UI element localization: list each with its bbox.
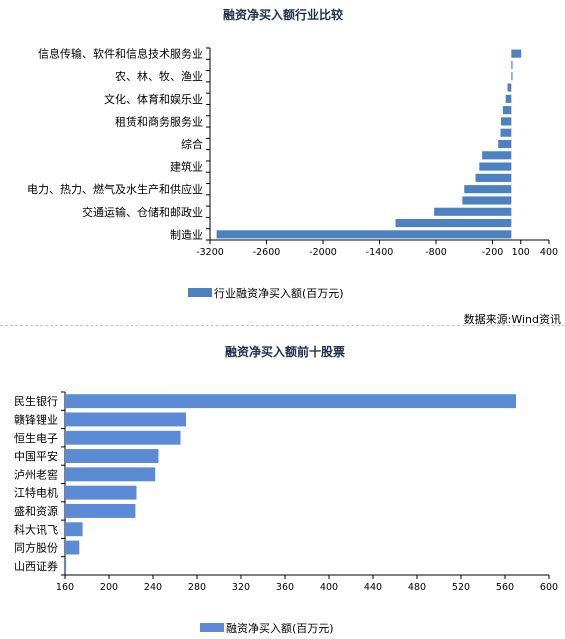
legend-swatch bbox=[200, 623, 224, 632]
x-tick-label: -800 bbox=[425, 247, 447, 258]
legend-label: 融资净买入额(百万元) bbox=[226, 621, 334, 635]
bar bbox=[462, 196, 512, 205]
x-tick-label: 160 bbox=[56, 582, 74, 593]
bar bbox=[65, 540, 80, 555]
bar bbox=[475, 173, 512, 182]
category-label: 中国平安 bbox=[14, 449, 58, 463]
category-label: 赣锋锂业 bbox=[14, 412, 58, 426]
bar bbox=[511, 60, 513, 70]
category-label: 交通运输、仓储和邮政业 bbox=[82, 205, 203, 219]
source-note: 数据来源:Wind资讯 bbox=[464, 312, 561, 326]
category-label: 租赁和商务服务业 bbox=[115, 114, 203, 128]
x-tick-label: -200 bbox=[482, 247, 504, 258]
category-label: 同方股份 bbox=[14, 541, 58, 555]
x-tick-label: 400 bbox=[320, 582, 338, 593]
x-tick-label: -3200 bbox=[196, 247, 224, 258]
bar bbox=[65, 522, 83, 537]
bar bbox=[502, 106, 512, 115]
category-label: 山西证券 bbox=[14, 559, 58, 573]
bar bbox=[65, 485, 137, 500]
category-label: 制造业 bbox=[170, 227, 203, 241]
legend-label: 行业融资净买入额(百万元) bbox=[214, 286, 344, 300]
chart-divider bbox=[0, 325, 565, 326]
bar bbox=[507, 83, 512, 92]
x-tick-label: 560 bbox=[496, 582, 514, 593]
x-tick-label: 320 bbox=[232, 582, 250, 593]
category-label: 电力、热力、燃气及水生产和供应业 bbox=[27, 182, 203, 196]
bar bbox=[65, 558, 67, 573]
bar bbox=[498, 139, 512, 149]
bar bbox=[500, 117, 512, 126]
industry-chart: 融资净买入额行业比较 -3200 -2600 -2000 -1400 -800 -200 10… bbox=[27, 7, 561, 326]
bar bbox=[505, 94, 512, 103]
chart-title: 融资净买入额前十股票 bbox=[225, 344, 345, 359]
category-label: 恒生电子 bbox=[14, 431, 58, 445]
legend-swatch bbox=[188, 288, 212, 297]
bar bbox=[65, 503, 136, 518]
category-label: 信息传输、软件和信息技术服务业 bbox=[38, 47, 203, 61]
category-label: 建筑业 bbox=[170, 160, 203, 174]
bar bbox=[65, 394, 516, 409]
bar bbox=[65, 449, 159, 464]
x-tick-label: 600 bbox=[540, 582, 558, 593]
category-label: 民生银行 bbox=[14, 394, 58, 408]
category-label: 文化、体育和娱乐业 bbox=[104, 92, 203, 106]
bar bbox=[65, 467, 156, 482]
bar bbox=[482, 151, 512, 160]
category-label: 泸州老窖 bbox=[14, 467, 58, 481]
bar bbox=[65, 412, 186, 427]
category-label: 盛和资源 bbox=[14, 504, 58, 518]
x-tick-label: 240 bbox=[144, 582, 162, 593]
category-label: 农、林、牧、渔业 bbox=[115, 69, 203, 83]
x-tick-label: 100 bbox=[512, 247, 530, 258]
bar bbox=[479, 162, 512, 171]
x-tick-label: 440 bbox=[364, 582, 382, 593]
category-label: 江特电机 bbox=[14, 486, 58, 500]
category-label: 综合 bbox=[181, 137, 203, 151]
category-label: 科大讯飞 bbox=[14, 522, 58, 536]
x-tick-label: 280 bbox=[188, 582, 206, 593]
x-tick-label: 200 bbox=[100, 582, 118, 593]
x-tick-label: 520 bbox=[452, 582, 470, 593]
x-tick-label: -1400 bbox=[366, 247, 394, 258]
x-tick-label: 480 bbox=[408, 582, 426, 593]
x-tick-label: -2000 bbox=[309, 247, 337, 258]
chart-title: 融资净买入额行业比较 bbox=[223, 7, 343, 22]
bar bbox=[65, 430, 181, 445]
bar bbox=[216, 230, 512, 239]
bar bbox=[434, 207, 512, 216]
x-tick-label: 400 bbox=[540, 247, 558, 258]
bar bbox=[511, 72, 513, 81]
bar bbox=[464, 185, 512, 194]
bar bbox=[500, 128, 512, 137]
x-tick-label: 360 bbox=[276, 582, 294, 593]
bar bbox=[395, 218, 512, 228]
stock-chart: 融资净买入额前十股票 160 200 240 280 320 360 400 440 480 520… bbox=[14, 344, 558, 635]
x-tick-label: -2600 bbox=[253, 247, 281, 258]
bar bbox=[511, 49, 522, 58]
